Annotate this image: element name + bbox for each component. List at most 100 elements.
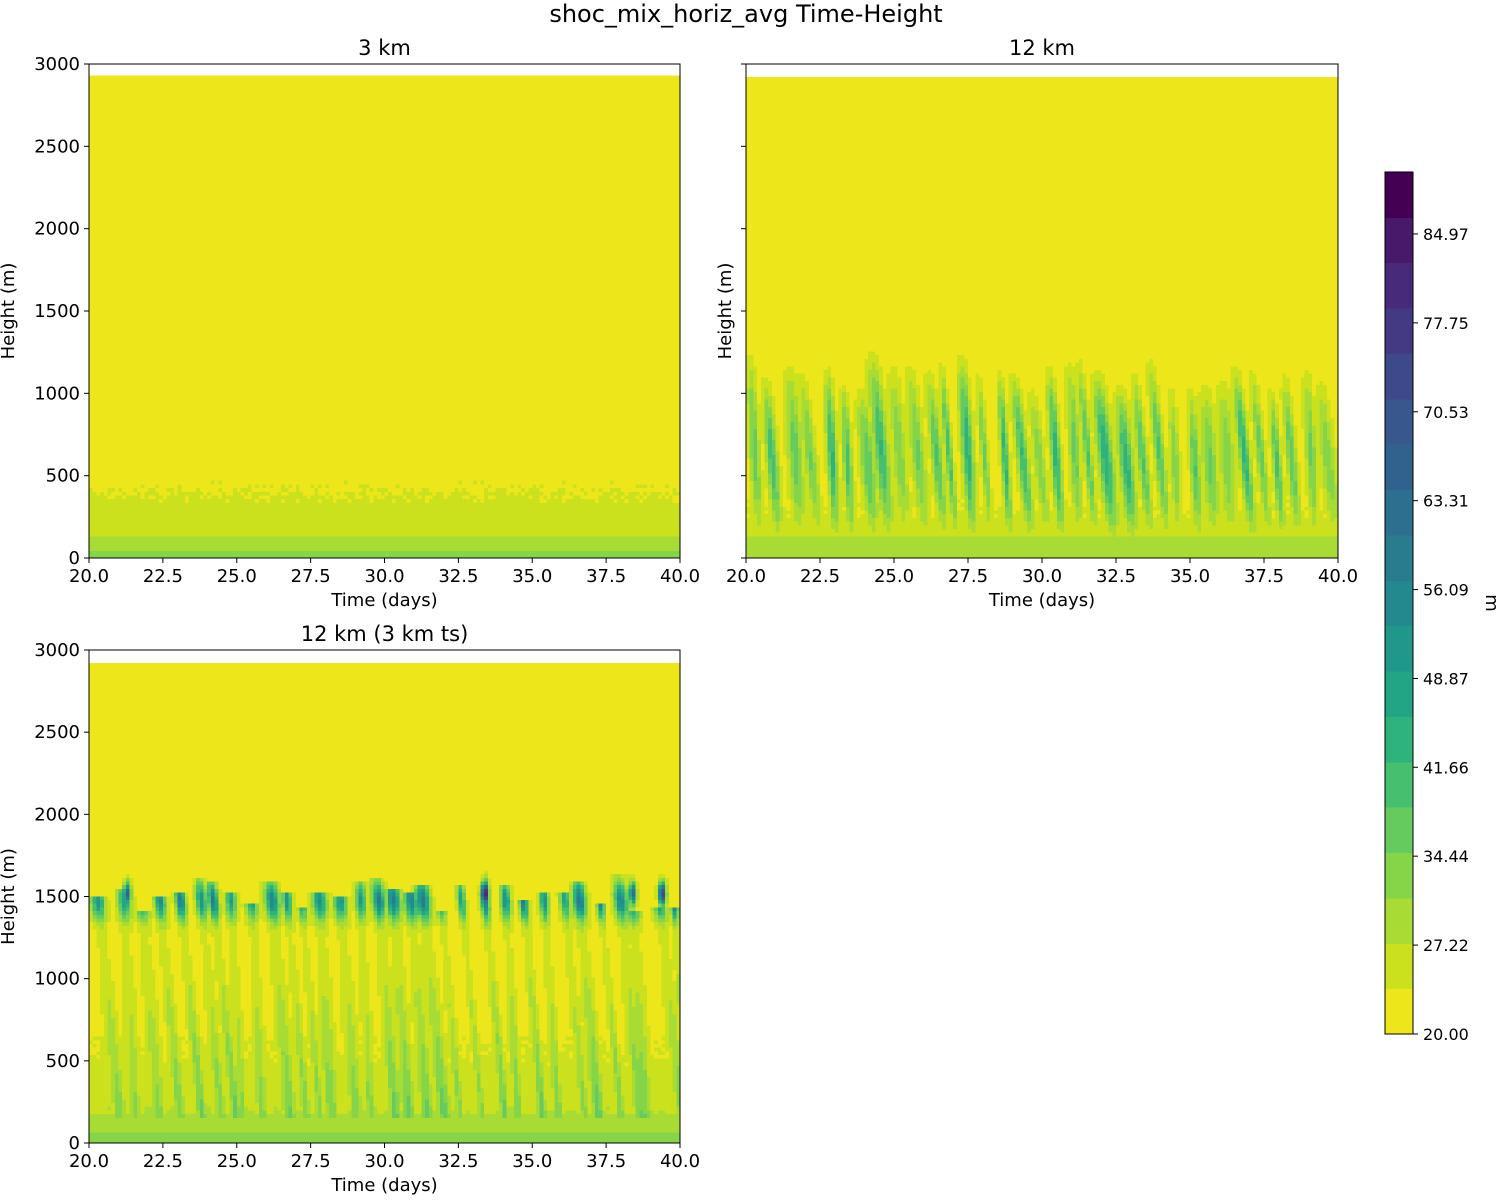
heatmap-cell bbox=[1167, 498, 1176, 504]
heatmap-cell bbox=[790, 424, 795, 430]
heatmap-cell bbox=[414, 491, 419, 496]
heatmap-cell bbox=[831, 454, 836, 459]
heatmap-cell bbox=[786, 461, 791, 467]
heatmap-cell bbox=[1093, 428, 1099, 433]
heatmap-cell bbox=[860, 450, 865, 456]
heatmap-cell bbox=[949, 476, 954, 481]
heatmap-cell bbox=[853, 528, 873, 533]
heatmap-cell bbox=[1315, 484, 1324, 489]
heatmap-cell bbox=[797, 410, 803, 415]
heatmap-cell bbox=[1249, 469, 1254, 474]
heatmap-cell bbox=[521, 491, 526, 496]
heatmap-cell bbox=[395, 483, 400, 489]
heatmap-cell bbox=[1090, 495, 1095, 500]
heatmap-cell bbox=[1134, 413, 1143, 419]
heatmap-cell bbox=[1138, 521, 1147, 526]
heatmap-cell bbox=[1053, 450, 1058, 456]
heatmap-cell bbox=[823, 498, 828, 504]
heatmap-cell bbox=[971, 517, 976, 522]
heatmap-cell bbox=[919, 443, 925, 448]
heatmap-cell bbox=[838, 406, 843, 411]
heatmap-cell bbox=[768, 435, 773, 441]
heatmap-cell bbox=[912, 406, 917, 411]
heatmap-cell bbox=[975, 424, 980, 430]
heatmap-cell bbox=[982, 406, 988, 411]
heatmap-cell bbox=[1090, 395, 1095, 400]
heatmap-cell bbox=[882, 402, 891, 407]
heatmap-cell bbox=[1293, 513, 1302, 518]
heatmap-cell bbox=[827, 413, 832, 419]
heatmap-cell bbox=[849, 458, 854, 463]
heatmap-cell bbox=[886, 435, 895, 441]
heatmap-cell bbox=[89, 350, 681, 355]
heatmap-cell bbox=[794, 517, 803, 522]
heatmap-cell bbox=[1330, 517, 1335, 522]
heatmap-cell bbox=[1034, 469, 1039, 474]
heatmap-cell bbox=[1212, 454, 1217, 459]
heatmap-cell bbox=[1315, 521, 1339, 526]
heatmap-cell bbox=[1241, 458, 1247, 463]
heatmap-cell bbox=[89, 431, 681, 437]
heatmap-cell bbox=[1238, 424, 1247, 430]
heatmap-cell bbox=[1256, 521, 1269, 526]
heatmap-cell bbox=[779, 517, 784, 522]
heatmap-cell bbox=[1130, 532, 1136, 537]
heatmap-cell bbox=[1319, 491, 1324, 496]
heatmap-cell bbox=[1230, 410, 1235, 415]
heatmap-cell bbox=[218, 494, 223, 500]
heatmap-cell bbox=[853, 472, 858, 478]
heatmap-cell bbox=[646, 494, 659, 500]
heatmap-cell bbox=[1326, 506, 1339, 511]
heatmap-cell bbox=[882, 491, 888, 496]
heatmap-cell bbox=[771, 506, 780, 511]
heatmap-cell bbox=[838, 513, 847, 518]
heatmap-cell bbox=[354, 494, 363, 500]
heatmap-cell bbox=[908, 410, 914, 415]
heatmap-cell bbox=[1160, 472, 1165, 478]
heatmap-cell bbox=[971, 454, 976, 459]
heatmap-cell bbox=[89, 272, 681, 277]
heatmap-cell bbox=[1286, 517, 1295, 522]
heatmap-cell bbox=[1238, 465, 1243, 470]
heatmap-cell bbox=[1230, 484, 1235, 489]
heatmap-cell bbox=[916, 469, 925, 474]
heatmap-cell bbox=[812, 432, 817, 437]
heatmap-cell bbox=[1067, 435, 1073, 441]
heatmap-cell bbox=[543, 494, 548, 500]
heatmap-cell bbox=[1164, 484, 1169, 489]
heatmap-cell bbox=[1138, 513, 1147, 518]
heatmap-cell bbox=[997, 428, 1002, 433]
heatmap-cell bbox=[1067, 476, 1073, 481]
heatmap-cell bbox=[964, 413, 969, 419]
heatmap-cell bbox=[240, 491, 245, 496]
heatmap-cell bbox=[790, 469, 795, 474]
heatmap-cell bbox=[945, 443, 951, 448]
heatmap-cell bbox=[1042, 450, 1047, 456]
heatmap-cell bbox=[1197, 443, 1202, 448]
heatmap-cell bbox=[1252, 398, 1258, 404]
heatmap-cell bbox=[820, 454, 825, 459]
heatmap-cell bbox=[1008, 439, 1013, 444]
heatmap-cell bbox=[1127, 498, 1132, 504]
heatmap-cell bbox=[1175, 506, 1180, 511]
heatmap-cell bbox=[1082, 410, 1087, 415]
heatmap-cell bbox=[1030, 417, 1039, 422]
heatmap-cell bbox=[1012, 458, 1017, 463]
heatmap-cell bbox=[1186, 432, 1191, 437]
heatmap-cell bbox=[1252, 432, 1258, 437]
heatmap-cell bbox=[1053, 398, 1058, 404]
heatmap-cell bbox=[1330, 428, 1335, 433]
heatmap-cell bbox=[971, 491, 976, 496]
heatmap-cell bbox=[1090, 484, 1095, 489]
heatmap-cell bbox=[827, 491, 832, 496]
heatmap-cell bbox=[1153, 491, 1158, 496]
heatmap-cell bbox=[746, 521, 758, 526]
heatmap-cell bbox=[990, 498, 995, 504]
heatmap-cell bbox=[864, 476, 873, 481]
heatmap-cell bbox=[1049, 424, 1054, 430]
heatmap-cell bbox=[1153, 465, 1158, 470]
heatmap-cell bbox=[661, 494, 666, 500]
heatmap-cell bbox=[975, 480, 980, 485]
heatmap-cell bbox=[775, 428, 780, 433]
heatmap-cell bbox=[927, 495, 932, 500]
